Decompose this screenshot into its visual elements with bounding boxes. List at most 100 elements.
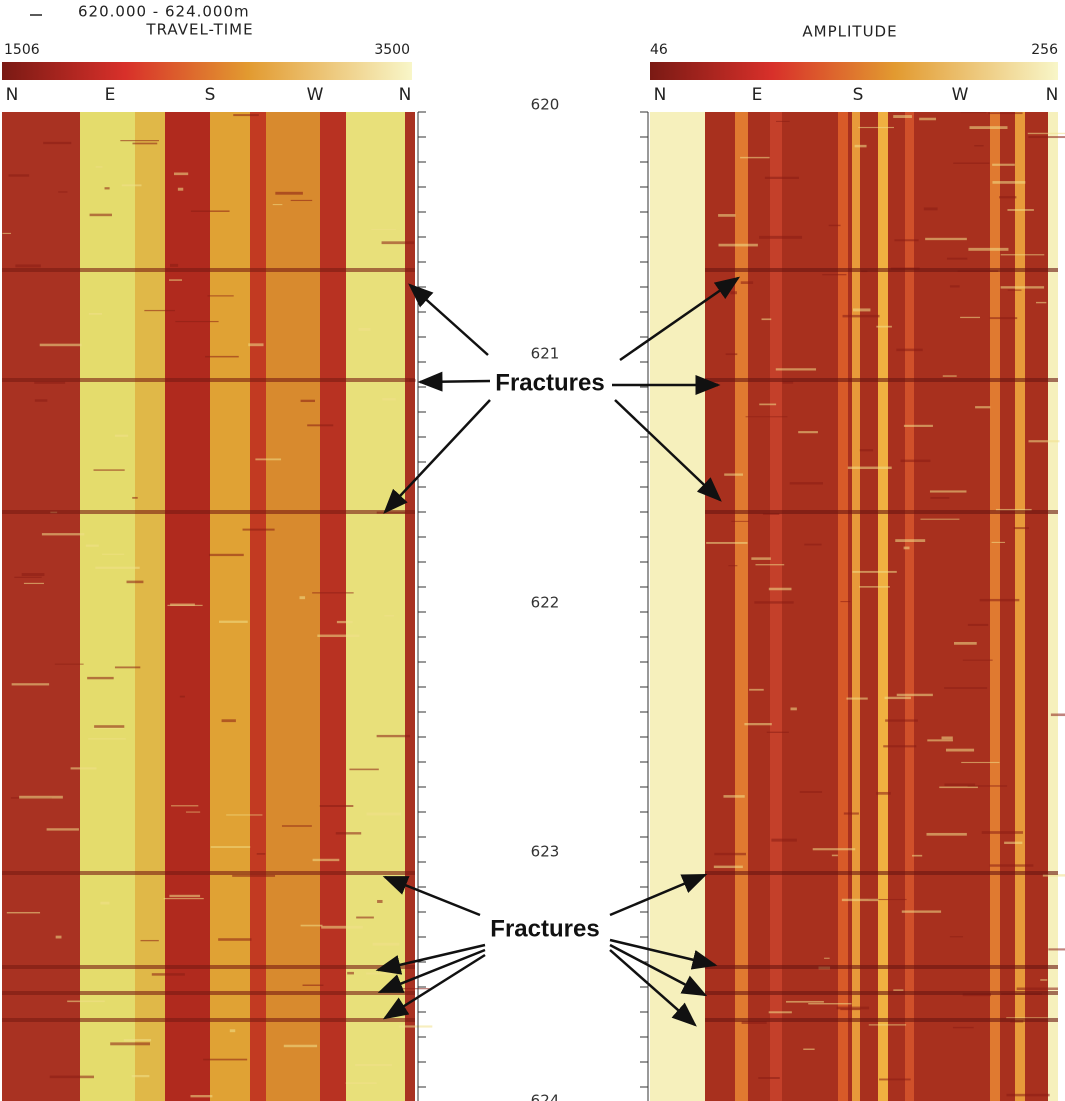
image-column: [852, 112, 860, 1101]
texture: [869, 1024, 906, 1025]
fracture-trace: [705, 871, 1058, 875]
texture: [853, 308, 870, 311]
texture: [942, 736, 953, 739]
texture: [115, 435, 128, 437]
texture: [930, 497, 949, 499]
texture: [954, 642, 977, 645]
texture: [950, 285, 960, 287]
texture: [371, 229, 396, 230]
texture: [382, 241, 415, 244]
texture: [999, 196, 1016, 198]
texture: [384, 615, 394, 616]
texture: [284, 1045, 317, 1047]
texture: [120, 140, 159, 141]
scale-max: 256: [1031, 42, 1058, 58]
depth-label: 624: [531, 1092, 560, 1101]
texture: [724, 473, 743, 475]
texture: [749, 689, 764, 691]
texture: [968, 624, 988, 626]
texture: [921, 519, 960, 520]
texture: [317, 635, 359, 637]
texture: [895, 539, 925, 542]
texture: [115, 666, 140, 668]
arrow: [420, 381, 490, 382]
texture: [19, 796, 63, 799]
scale-min: 46: [650, 42, 668, 58]
texture: [219, 621, 248, 623]
texture: [992, 181, 1025, 184]
page: 620.000 - 624.000m TRAVEL-TIME 1506 3500…: [0, 0, 1065, 1101]
texture: [178, 188, 183, 191]
texture: [94, 725, 124, 728]
image-column: [735, 112, 748, 1101]
texture: [885, 697, 911, 699]
color-bar: [650, 62, 1058, 80]
fracture-trace: [2, 510, 415, 514]
texture: [208, 295, 234, 296]
texture: [90, 214, 112, 217]
fracture-trace: [705, 268, 1058, 272]
texture: [42, 533, 84, 535]
texture: [1014, 527, 1029, 529]
texture: [55, 664, 84, 665]
texture: [950, 936, 963, 937]
texture: [102, 554, 124, 555]
texture: [804, 544, 821, 546]
texture: [982, 831, 1023, 834]
texture: [9, 174, 30, 176]
texture: [1001, 254, 1045, 255]
texture: [275, 192, 303, 195]
texture: [222, 719, 236, 722]
texture: [349, 769, 378, 771]
texture: [167, 605, 202, 606]
texture: [132, 143, 157, 145]
scale-max: 3500: [374, 42, 410, 58]
image-column: [266, 112, 320, 1101]
texture: [282, 825, 312, 827]
texture: [746, 416, 788, 417]
texture: [813, 848, 856, 850]
direction-label: S: [853, 85, 864, 105]
texture: [975, 406, 990, 408]
texture: [346, 1082, 377, 1084]
texture: [844, 812, 859, 814]
texture: [321, 926, 363, 929]
texture: [758, 1077, 779, 1079]
texture: [902, 910, 941, 912]
texture: [86, 545, 99, 547]
texture: [718, 214, 735, 217]
texture: [132, 497, 137, 499]
texture: [992, 542, 1005, 543]
texture: [7, 912, 40, 913]
texture: [879, 1079, 911, 1081]
direction-label: S: [205, 85, 216, 105]
texture: [71, 767, 97, 769]
image-column: [1015, 112, 1025, 1101]
texture: [58, 191, 67, 192]
image-column: [250, 112, 266, 1101]
texture: [904, 425, 933, 427]
texture: [852, 571, 896, 573]
texture: [876, 792, 891, 795]
texture: [988, 112, 1022, 114]
texture: [248, 343, 263, 346]
direction-label: W: [307, 85, 324, 105]
texture: [273, 204, 283, 205]
arrow: [410, 285, 488, 355]
fracture-trace: [2, 1018, 415, 1022]
texture: [769, 588, 792, 591]
texture: [307, 424, 333, 426]
panel-title: AMPLITUDE: [802, 23, 897, 41]
texture: [100, 902, 109, 905]
texture: [164, 898, 204, 899]
texture: [186, 812, 200, 813]
texture: [169, 895, 200, 897]
texture: [755, 564, 784, 565]
texture: [218, 938, 251, 941]
texture: [741, 281, 753, 284]
texture: [930, 490, 967, 492]
image-column: [346, 112, 405, 1101]
texture: [1028, 133, 1065, 134]
texture: [301, 925, 323, 927]
image-column: [210, 112, 250, 1101]
